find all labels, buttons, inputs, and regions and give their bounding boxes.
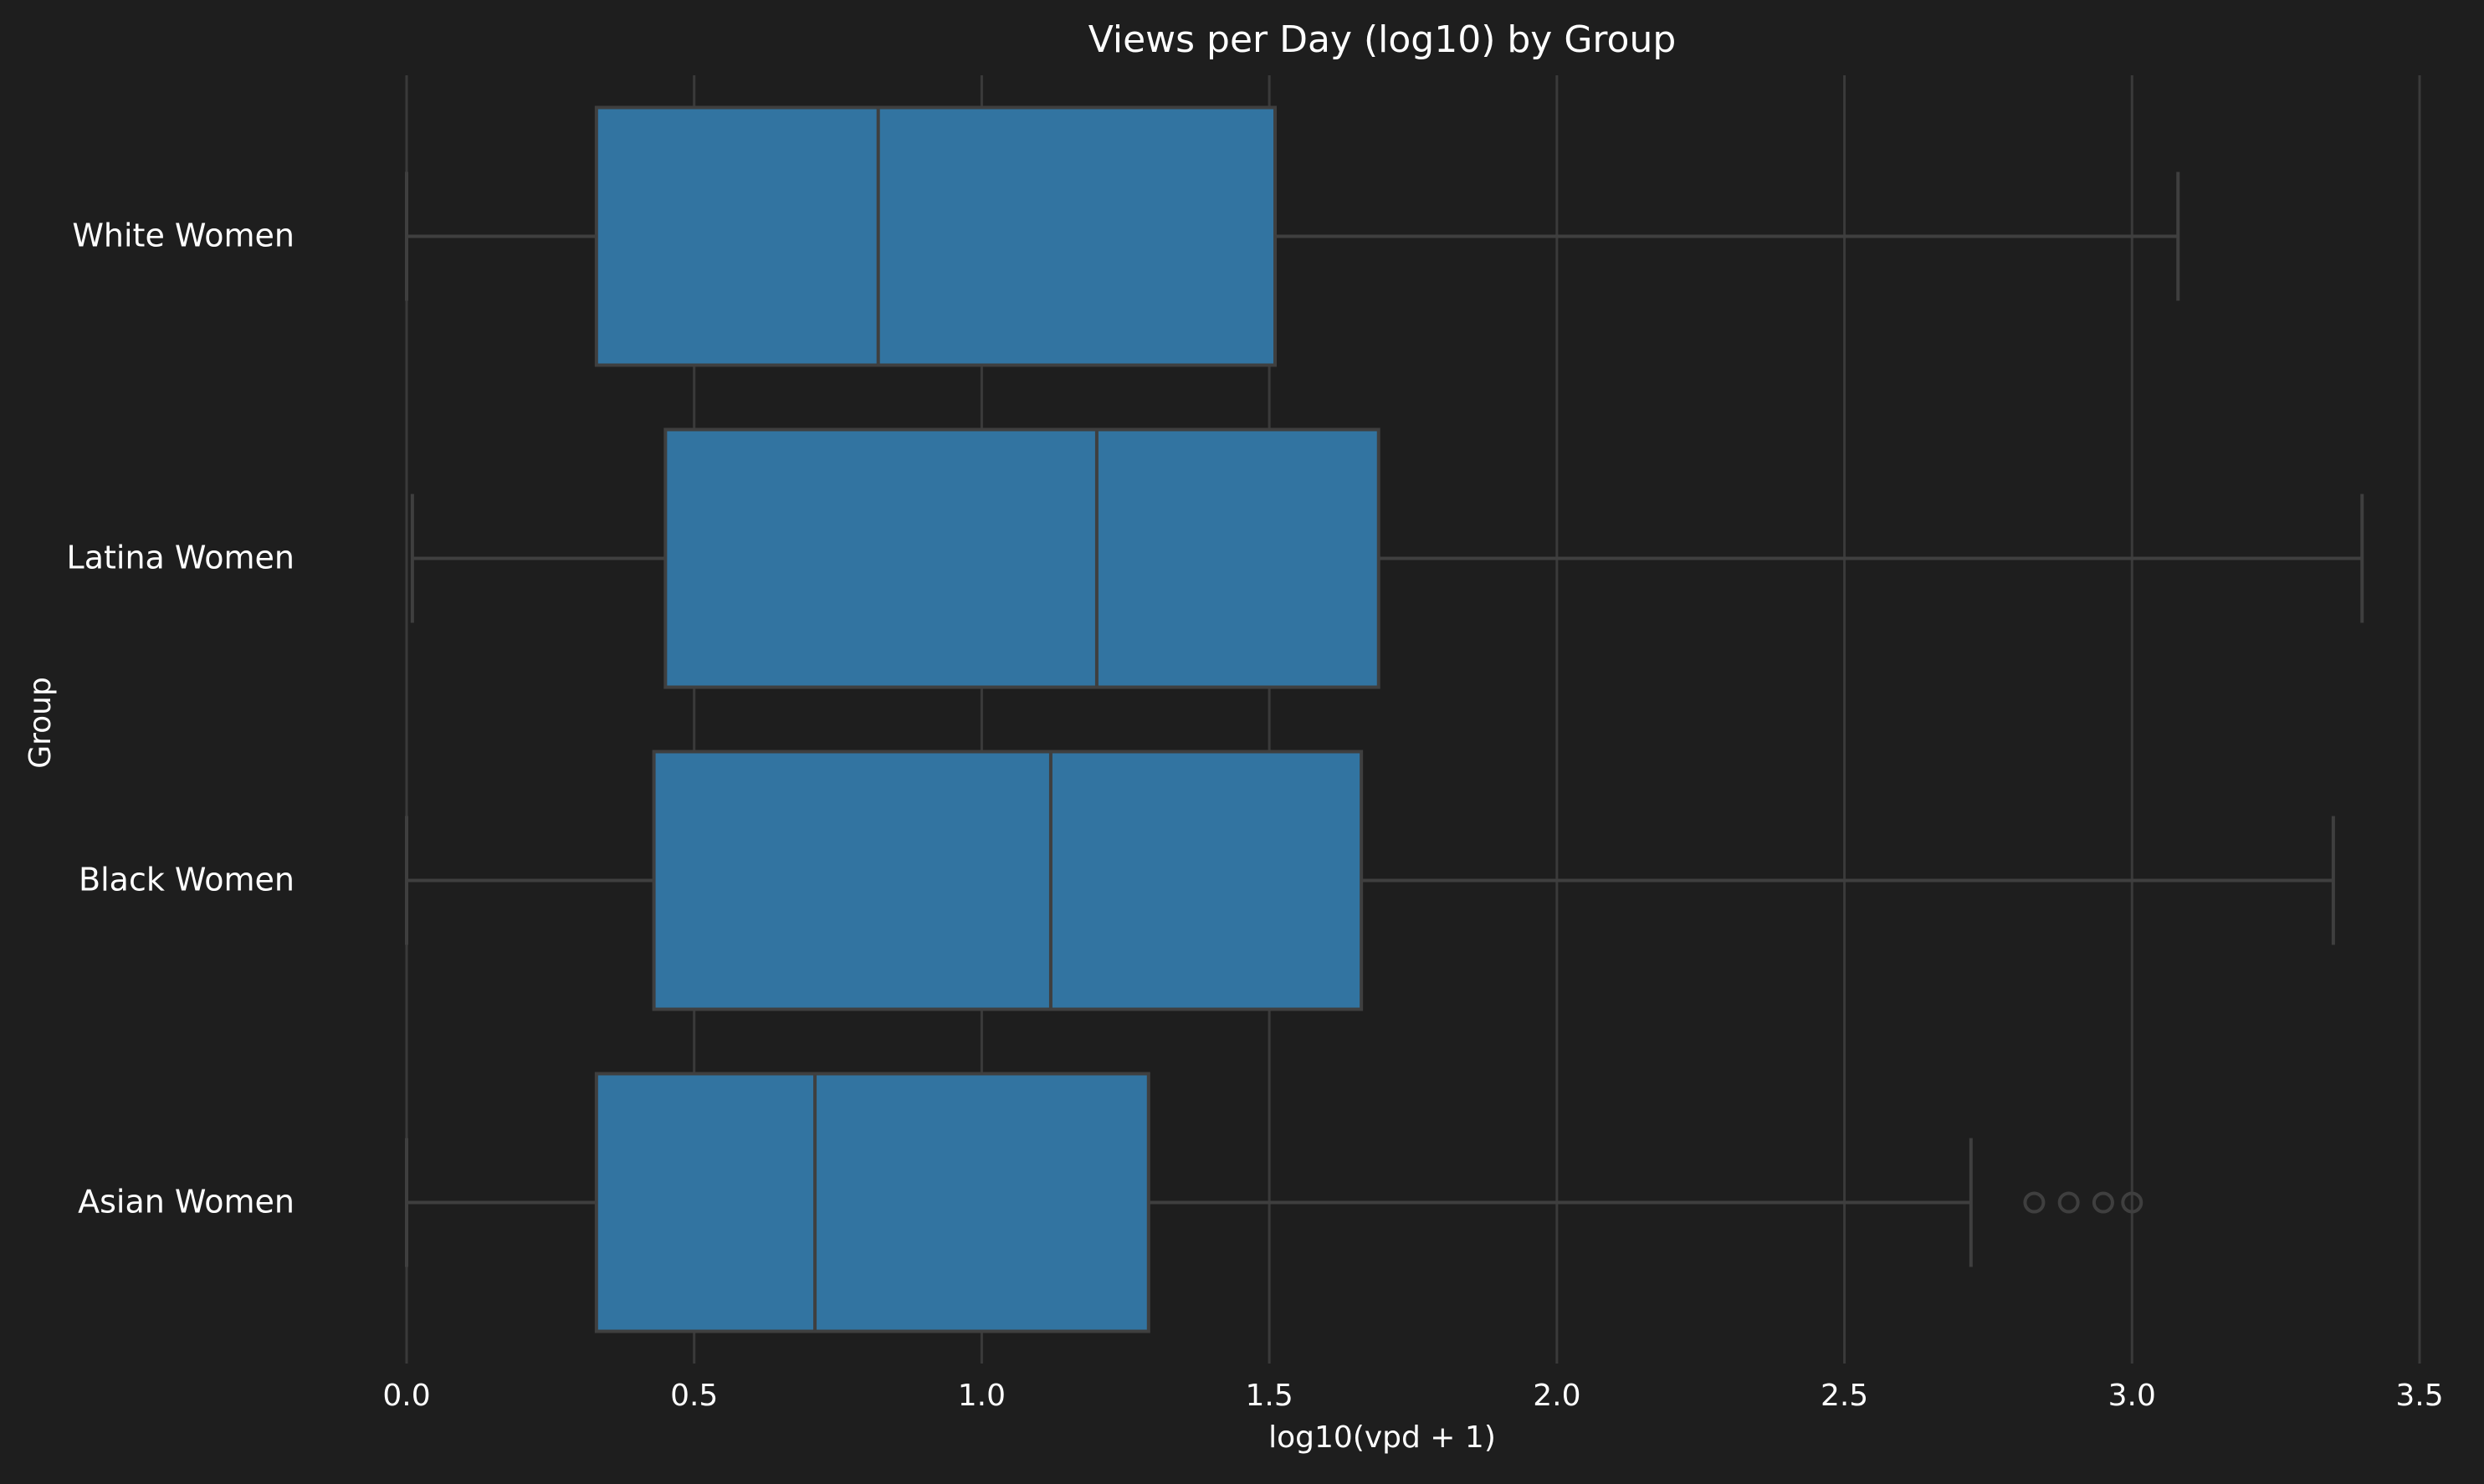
iqr-box: [663, 427, 1380, 689]
y-tick-label: Black Women: [79, 862, 294, 898]
box-group: [410, 427, 2364, 689]
x-tick-label: 1.0: [958, 1379, 1006, 1413]
x-tick-label: 1.5: [1246, 1379, 1293, 1413]
x-tick-label: 2.0: [1533, 1379, 1580, 1413]
chart-title: Views per Day (log10) by Group: [1088, 18, 1677, 61]
x-axis-label: log10(vpd + 1): [1268, 1420, 1496, 1455]
outlier-point: [2057, 1191, 2080, 1214]
y-tick-label: White Women: [72, 217, 294, 254]
y-tick-label: Latina Women: [67, 540, 294, 576]
box-group: [405, 1072, 2143, 1333]
iqr-box: [594, 105, 1278, 367]
y-tick-label: Asian Women: [78, 1184, 294, 1220]
outlier-point: [2092, 1191, 2114, 1214]
outlier-point: [2121, 1191, 2143, 1214]
box-group: [405, 750, 2335, 1011]
x-tick-label: 2.5: [1821, 1379, 1868, 1413]
x-tick-label: 0.0: [382, 1379, 430, 1413]
box-series: [405, 105, 2364, 1333]
box-group: [405, 105, 2180, 367]
x-tick-label: 0.5: [670, 1379, 718, 1413]
axis-ticks: 0.0 0.5 1.0 1.5 2.0 2.5 3.0 3.5 White Women Latin…: [67, 217, 2444, 1414]
y-axis-label: Group: [23, 677, 58, 769]
x-tick-label: 3.5: [2395, 1379, 2443, 1413]
x-tick-label: 3.0: [2108, 1379, 2156, 1413]
outlier-point: [2023, 1191, 2046, 1214]
iqr-box: [594, 1072, 1150, 1333]
iqr-box: [652, 750, 1364, 1011]
